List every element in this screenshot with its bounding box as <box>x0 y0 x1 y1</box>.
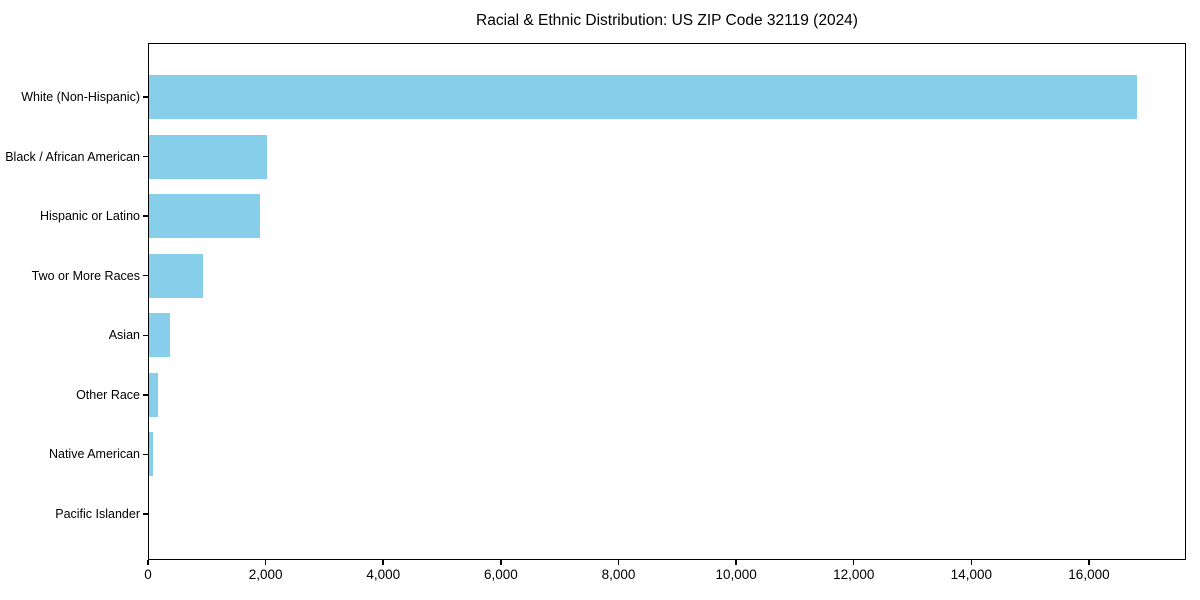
y-tick-label-black-african-american: Black / African American <box>5 149 140 164</box>
y-tick-mark <box>143 155 148 158</box>
x-tick-mark <box>970 560 973 565</box>
y-tick-label-hispanic-or-latino: Hispanic or Latino <box>39 209 140 224</box>
y-tick-mark <box>143 96 148 98</box>
x-tick-mark <box>382 560 384 565</box>
y-tick-mark <box>143 274 148 277</box>
y-tick-mark <box>143 394 148 396</box>
y-tick-label-asian: Asian <box>108 328 140 343</box>
bar-hispanic-or-latino <box>148 194 261 239</box>
bar-asian <box>148 313 171 358</box>
x-tick-mark <box>264 560 267 565</box>
y-tick-label-white-non-hispanic: White (Non-Hispanic) <box>21 90 140 104</box>
bar-white-non-hispanic <box>148 75 1138 119</box>
x-tick-label-6000: 6,000 <box>483 567 518 582</box>
y-tick-label-pacific-islander: Pacific Islander <box>55 506 140 521</box>
y-tick-label-native-american: Native American <box>48 447 140 462</box>
x-tick-mark <box>617 560 620 565</box>
y-tick-label-two-or-more-races: Two or More Races <box>31 268 140 283</box>
x-tick-mark <box>735 560 737 565</box>
x-tick-mark <box>852 560 855 565</box>
bar-black-african-american <box>148 134 268 179</box>
x-tick-label-16000: 16,000 <box>1068 567 1110 582</box>
x-tick-label-0: 0 <box>144 567 152 582</box>
y-tick-mark <box>143 215 148 217</box>
bar-native-american <box>148 432 153 477</box>
x-tick-label-4000: 4,000 <box>366 567 401 582</box>
y-tick-mark <box>143 513 148 515</box>
plot-frame <box>148 43 1186 560</box>
y-tick-label-other-race: Other Race <box>76 387 140 402</box>
x-tick-label-14000: 14,000 <box>950 567 992 582</box>
x-tick-mark <box>147 560 149 565</box>
x-tick-label-2000: 2,000 <box>248 567 283 582</box>
bar-two-or-more-races <box>148 253 203 298</box>
chart-title: Racial & Ethnic Distribution: US ZIP Cod… <box>476 12 858 29</box>
x-tick-label-12000: 12,000 <box>833 567 875 582</box>
y-tick-mark <box>143 453 148 456</box>
bar-other-race <box>148 372 158 417</box>
x-tick-mark <box>500 560 502 565</box>
y-tick-mark <box>143 334 148 337</box>
x-tick-label-8000: 8,000 <box>601 567 636 582</box>
x-tick-mark <box>1088 560 1090 565</box>
x-tick-label-10000: 10,000 <box>715 567 757 582</box>
